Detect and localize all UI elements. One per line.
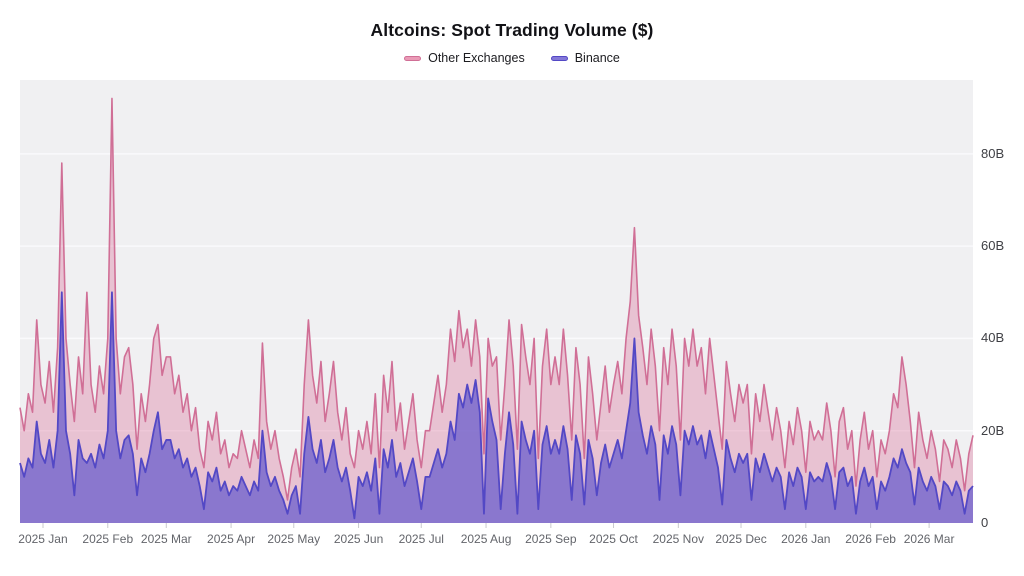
x-axis-label: 2026 Feb [845, 532, 896, 546]
x-axis-label: 2025 Feb [82, 532, 134, 546]
x-axis-label: 2026 Jan [781, 532, 831, 546]
x-axis-label: 2025 Mar [140, 532, 192, 546]
y-axis-label: 40B [981, 330, 1005, 346]
legend-label-other-exchanges: Other Exchanges [428, 51, 525, 65]
x-axis-label: 2025 Oct [589, 532, 638, 546]
x-axis-label: 2025 Apr [207, 532, 256, 546]
y-axis-label: 0 [981, 515, 989, 530]
x-axis-label: 2025 Aug [460, 532, 512, 546]
y-axis-label: 60B [981, 238, 1005, 254]
x-axis-label: 2025 Jul [398, 532, 444, 546]
y-axis-label: 80B [981, 145, 1005, 161]
legend-swatch-binance [550, 55, 568, 61]
legend-swatch-other-exchanges [404, 55, 422, 61]
x-axis-label: 2025 Sep [525, 532, 577, 546]
x-axis-label: 2026 Mar [903, 532, 955, 546]
chart-legend: Other Exchanges Binance [0, 49, 1024, 67]
x-axis-label: 2025 Dec [715, 532, 767, 546]
legend-item-other-exchanges[interactable]: Other Exchanges [404, 51, 525, 65]
legend-item-binance[interactable]: Binance [550, 51, 620, 65]
x-axis-label: 2025 Jan [18, 532, 68, 546]
x-axis-label: 2025 Jun [333, 532, 384, 546]
legend-label-binance: Binance [574, 51, 620, 65]
x-axis-label: 2025 Nov [652, 532, 704, 546]
x-axis-label: 2025 May [267, 532, 321, 546]
y-axis-label: 20B [981, 422, 1005, 438]
chart-title: Altcoins: Spot Trading Volume ($) [370, 20, 654, 40]
